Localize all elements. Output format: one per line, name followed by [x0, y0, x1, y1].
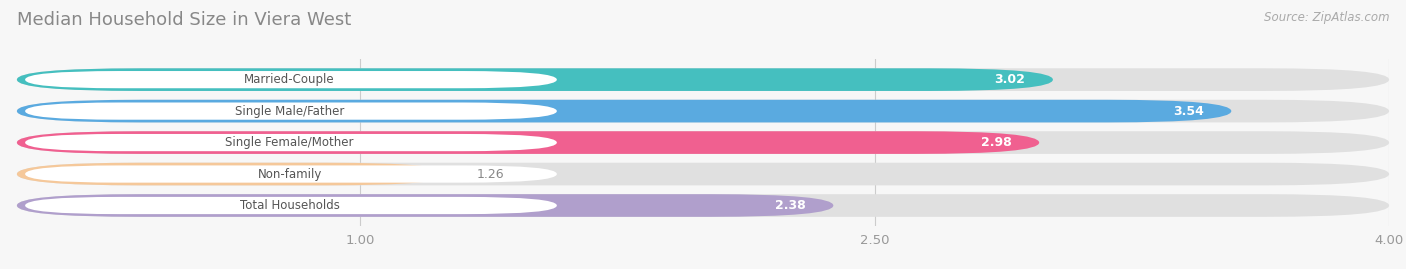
FancyBboxPatch shape [17, 194, 1389, 217]
FancyBboxPatch shape [17, 68, 1053, 91]
Text: 1.26: 1.26 [477, 168, 505, 180]
FancyBboxPatch shape [17, 131, 1389, 154]
FancyBboxPatch shape [25, 197, 557, 214]
Text: Single Male/Father: Single Male/Father [235, 105, 344, 118]
Text: Married-Couple: Married-Couple [245, 73, 335, 86]
FancyBboxPatch shape [25, 71, 557, 88]
Text: Total Households: Total Households [239, 199, 339, 212]
FancyBboxPatch shape [17, 163, 449, 185]
FancyBboxPatch shape [17, 194, 834, 217]
FancyBboxPatch shape [25, 134, 557, 151]
Text: 3.54: 3.54 [1173, 105, 1204, 118]
Text: 3.02: 3.02 [994, 73, 1025, 86]
Text: 2.98: 2.98 [981, 136, 1012, 149]
Text: Source: ZipAtlas.com: Source: ZipAtlas.com [1264, 11, 1389, 24]
FancyBboxPatch shape [25, 102, 557, 120]
FancyBboxPatch shape [17, 100, 1389, 122]
FancyBboxPatch shape [17, 163, 1389, 185]
FancyBboxPatch shape [17, 131, 1039, 154]
Text: 2.38: 2.38 [775, 199, 806, 212]
FancyBboxPatch shape [25, 165, 557, 183]
Text: Median Household Size in Viera West: Median Household Size in Viera West [17, 11, 352, 29]
Text: Single Female/Mother: Single Female/Mother [225, 136, 354, 149]
FancyBboxPatch shape [17, 100, 1232, 122]
Text: Non-family: Non-family [257, 168, 322, 180]
FancyBboxPatch shape [17, 68, 1389, 91]
